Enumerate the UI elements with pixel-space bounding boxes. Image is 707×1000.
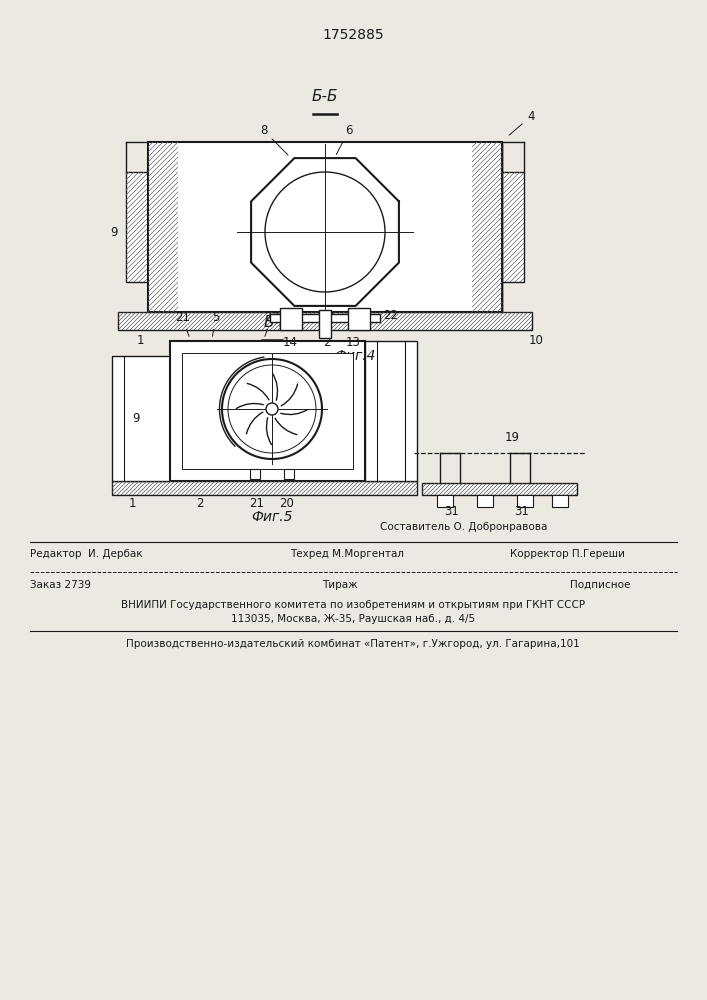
Text: 6: 6	[337, 124, 353, 155]
Text: 31: 31	[515, 505, 530, 518]
Bar	[472, 142, 502, 312]
Text: 9: 9	[132, 412, 140, 426]
Text: 19: 19	[505, 431, 520, 444]
Text: 22: 22	[383, 309, 399, 322]
Bar	[472, 142, 502, 312]
Text: 1: 1	[128, 497, 136, 510]
Bar	[148, 142, 178, 312]
Text: 14: 14	[283, 336, 298, 349]
FancyArrowPatch shape	[247, 383, 269, 400]
Bar	[365, 341, 417, 481]
Text: Производственно-издательский комбинат «Патент», г.Ужгород, ул. Гагарина,101: Производственно-издательский комбинат «П…	[126, 639, 580, 649]
Bar	[348, 308, 370, 330]
Bar	[148, 142, 178, 312]
Bar	[182, 353, 353, 469]
Text: 19: 19	[320, 309, 334, 322]
Text: 4: 4	[509, 110, 534, 135]
Text: Корректор П.Гереши: Корректор П.Гереши	[510, 549, 625, 559]
Text: 2: 2	[197, 497, 204, 510]
Text: Заказ 2739: Заказ 2739	[30, 580, 91, 590]
Bar	[502, 172, 524, 282]
Text: 8: 8	[260, 124, 288, 155]
Text: 1: 1	[136, 334, 144, 347]
FancyArrowPatch shape	[275, 418, 297, 435]
Circle shape	[266, 403, 278, 415]
Text: 5: 5	[212, 311, 219, 336]
Text: Фиг.5: Фиг.5	[251, 510, 293, 524]
Text: Составитель О. Добронравова: Составитель О. Добронравова	[380, 522, 547, 532]
Text: 9: 9	[110, 226, 118, 238]
Bar	[148, 142, 502, 312]
Text: Б-Б: Б-Б	[312, 89, 338, 104]
FancyArrowPatch shape	[267, 418, 271, 445]
Bar	[250, 469, 260, 479]
Bar	[118, 312, 532, 330]
Text: Подписное: Подписное	[570, 580, 630, 590]
Bar	[112, 356, 170, 481]
Text: 23: 23	[264, 311, 279, 336]
Text: 113035, Москва, Ж-35, Раушская наб., д. 4/5: 113035, Москва, Ж-35, Раушская наб., д. …	[231, 614, 475, 624]
Text: 21: 21	[250, 497, 264, 510]
FancyArrowPatch shape	[236, 403, 263, 409]
Text: В-В: В-В	[264, 315, 291, 330]
Text: 13: 13	[346, 336, 361, 349]
Bar	[126, 172, 148, 282]
Bar	[284, 469, 294, 479]
Bar	[112, 481, 417, 495]
Text: Фиг.4: Фиг.4	[334, 349, 375, 363]
Bar	[552, 495, 568, 507]
Text: 2: 2	[323, 336, 331, 349]
Text: Техред М.Моргентал: Техред М.Моргентал	[290, 549, 404, 559]
Text: 31: 31	[445, 505, 460, 518]
Bar	[477, 495, 493, 507]
Text: 10: 10	[529, 334, 544, 347]
Text: Редактор  И. Дербак: Редактор И. Дербак	[30, 549, 143, 559]
Text: 20: 20	[279, 497, 294, 510]
Bar	[319, 310, 331, 338]
FancyArrowPatch shape	[281, 409, 308, 415]
Bar	[422, 483, 577, 495]
Bar	[517, 495, 533, 507]
Text: Тираж: Тираж	[322, 580, 358, 590]
Bar	[280, 308, 302, 330]
Text: ВНИИПИ Государственного комитета по изобретениям и открытиям при ГКНТ СССР: ВНИИПИ Государственного комитета по изоб…	[121, 600, 585, 610]
Bar	[270, 314, 380, 322]
Bar	[437, 495, 453, 507]
FancyArrowPatch shape	[281, 384, 298, 406]
Text: 1752885: 1752885	[322, 28, 384, 42]
FancyArrowPatch shape	[272, 373, 278, 400]
Bar	[170, 341, 365, 481]
FancyArrowPatch shape	[247, 412, 263, 434]
Text: 21: 21	[175, 311, 190, 336]
